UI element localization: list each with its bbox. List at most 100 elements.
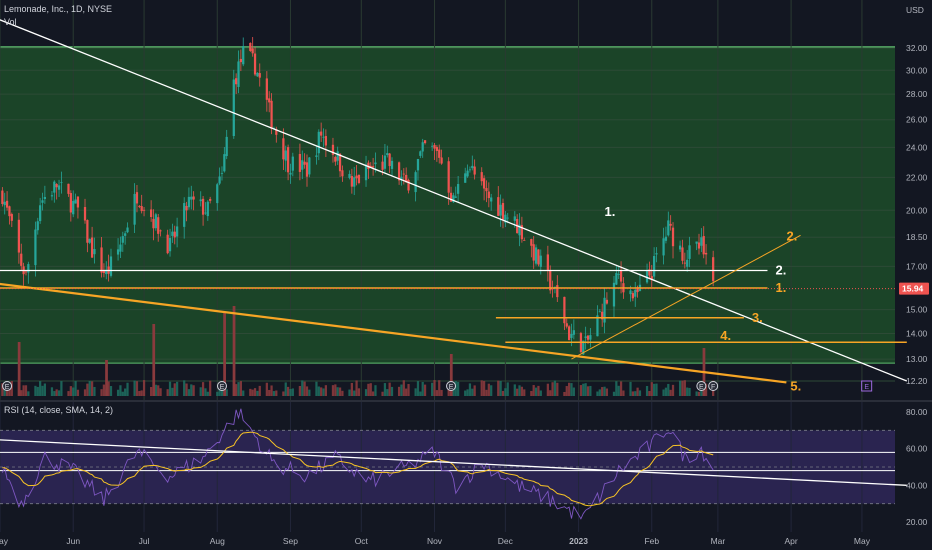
candle-body <box>390 160 394 169</box>
volume-bar <box>423 384 427 396</box>
green-zone <box>0 47 895 364</box>
candle-body <box>678 245 682 250</box>
volume-bar <box>121 391 124 396</box>
candle-body <box>119 244 122 252</box>
candle-body <box>67 183 70 194</box>
future-earnings-label: E <box>864 384 869 391</box>
volume-bar <box>67 391 70 396</box>
candle-body <box>109 256 113 276</box>
earnings-marker[interactable] <box>708 381 719 391</box>
candle-body <box>612 282 616 307</box>
volume-bar <box>272 391 276 396</box>
candle-body <box>265 78 268 100</box>
candle-body <box>667 220 670 236</box>
candle-body <box>695 241 698 244</box>
candle-body <box>381 161 384 170</box>
volume-bar <box>154 384 157 396</box>
volume-spike <box>152 324 156 396</box>
volume-bar <box>298 386 302 396</box>
time-tick-label: Feb <box>644 536 659 546</box>
earnings-marker[interactable] <box>696 381 707 391</box>
volume-bar <box>100 389 103 396</box>
volume-bar <box>440 389 443 396</box>
volume-bar <box>520 386 524 396</box>
last-price-label: 15.94 <box>902 284 924 294</box>
volume-bar <box>662 389 665 396</box>
time-tick-label: Jul <box>139 536 150 546</box>
candle-body <box>17 219 21 253</box>
candle-body <box>421 142 424 152</box>
candle-body <box>298 153 302 172</box>
rsi-pane[interactable] <box>0 402 907 532</box>
candle-body <box>102 269 106 273</box>
candle-body <box>669 223 672 226</box>
volume-bar <box>638 390 642 396</box>
volume-bar <box>388 382 391 396</box>
volume-bar <box>367 383 370 396</box>
rsi-grid <box>0 402 895 532</box>
volume-bar <box>216 391 219 396</box>
falling-support-line[interactable] <box>0 282 787 384</box>
candle-body <box>369 165 372 167</box>
horizontal-grid <box>0 47 895 382</box>
rsi-trendline[interactable] <box>0 439 907 486</box>
volume-bar <box>74 381 77 396</box>
earnings-marker[interactable] <box>216 381 227 391</box>
candle-body <box>24 271 28 273</box>
price-tick-label: 22.00 <box>906 172 928 182</box>
candle-body <box>662 238 665 256</box>
candle-body <box>650 276 653 279</box>
volume-bar <box>487 383 490 396</box>
volume-bar <box>397 386 401 396</box>
volume-bar <box>551 382 554 396</box>
candle-body <box>490 197 493 202</box>
candle-body <box>532 244 535 261</box>
candle-body <box>464 173 467 183</box>
volume-bar <box>237 382 240 396</box>
drawing-label: 2. <box>775 263 786 278</box>
volume-bar <box>546 383 549 396</box>
price-axis[interactable]: 32.00 30.00 28.00 26.00 24.00 22.00 20.00 18.50… <box>906 43 928 386</box>
volume-bar <box>173 383 176 396</box>
earnings-marker-label: E <box>699 384 704 391</box>
future-earnings-marker[interactable] <box>861 380 873 392</box>
volume-bar <box>41 385 44 396</box>
candle-body <box>563 296 566 324</box>
candle-body <box>249 42 252 51</box>
rsi-axis[interactable]: 80.00 60.00 40.00 20.00 <box>906 407 928 527</box>
candle-body <box>454 196 457 198</box>
candle-body <box>482 178 486 189</box>
volume-bar <box>605 388 609 396</box>
time-axis[interactable]: May Jun Jul Aug Sep Oct Nov Dec 2023 Feb Mar Apr May <box>0 536 871 546</box>
candle-body <box>353 177 356 187</box>
time-tick-label: Apr <box>784 536 797 546</box>
volume-bar <box>206 391 209 396</box>
candle-body <box>55 184 58 188</box>
rsi-tick-label: 80.00 <box>906 407 928 417</box>
candle-body <box>268 98 271 103</box>
earnings-marker[interactable] <box>2 381 13 391</box>
volume-bar <box>631 391 634 396</box>
volume-bar <box>135 381 139 396</box>
rsi-tick-label: 20.00 <box>906 517 928 527</box>
candle-body <box>397 162 401 181</box>
volume-bar <box>386 389 389 396</box>
candle-body <box>275 129 278 135</box>
pane-separator[interactable] <box>0 400 932 402</box>
rsi-sma-line <box>2 431 714 507</box>
rising-trendline[interactable] <box>571 234 801 360</box>
volume-bar <box>570 383 573 396</box>
symbol-title: Lemonade, Inc., 1D, NYSE <box>4 4 112 14</box>
volume-bar <box>242 390 245 396</box>
candle-body <box>414 172 417 193</box>
downtrend-line[interactable] <box>0 17 908 382</box>
candle-body <box>50 195 54 197</box>
candle-body <box>485 188 488 192</box>
earnings-marker[interactable] <box>446 381 457 391</box>
volume-bar <box>697 391 701 396</box>
candle-body <box>348 173 351 178</box>
drawing-label: 1. <box>605 204 616 219</box>
volume-bar <box>553 380 557 396</box>
